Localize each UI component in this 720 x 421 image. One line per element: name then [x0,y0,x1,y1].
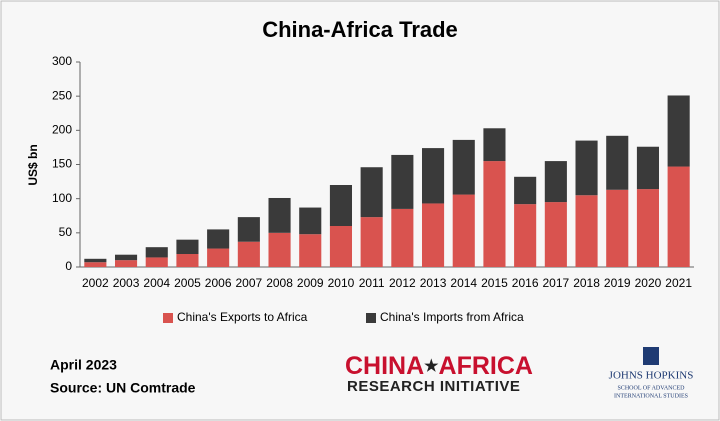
bar-segment [299,207,322,235]
x-tick-label: 2018 [573,276,600,290]
bar-segment [391,208,414,267]
footer-date: April 2023 [50,357,117,373]
x-tick-label: 2006 [205,276,232,290]
bar-segment [299,234,322,267]
logo-sub: RESEARCH INITIATIVE [347,378,520,395]
jh-title: JOHNS HOPKINS [609,370,694,382]
jh-sub: INTERNATIONAL STUDIES [614,393,688,399]
x-tick-label: 2009 [297,276,324,290]
bar-segment [360,167,383,218]
bar-segment [145,247,168,258]
x-tick-label: 2013 [420,276,447,290]
bar-segment [421,203,445,267]
y-tick-label: 0 [65,259,72,273]
legend-label: China's Exports to Africa [177,310,308,324]
bar-segment [114,254,138,261]
bar-segment [575,195,598,267]
bar-segment [237,241,260,267]
x-tick-label: 2016 [512,276,539,290]
bar-segment [329,185,353,226]
legend-label: China's Imports from Africa [380,310,524,324]
bar-segment [452,194,475,267]
chart-title: China-Africa Trade [262,17,458,42]
x-tick-label: 2008 [266,276,293,290]
bar-segment [667,95,690,167]
bar-segment [176,254,199,267]
bar-segment [667,166,690,267]
logo-star: ★ [424,358,439,375]
bar-segment [268,232,291,267]
x-tick-label: 2015 [481,276,508,290]
x-tick-label: 2002 [82,276,109,290]
x-tick-label: 2007 [235,276,262,290]
y-tick-label: 250 [52,88,72,102]
logo-text: CHINA [345,352,424,380]
bar-segment [483,161,506,267]
x-tick-label: 2003 [113,276,140,290]
bar-segment [483,128,506,162]
bar-segment [544,161,567,203]
legend-swatch [366,313,376,323]
y-tick-label: 50 [59,225,73,239]
bar-segment [391,154,414,209]
x-tick-label: 2004 [143,276,170,290]
bar-segment [176,239,199,255]
bar-segment [421,148,445,204]
legend-swatch [163,313,173,323]
bar-segment [207,248,230,267]
bar-segment [514,204,537,267]
bar-segment [114,260,138,267]
bar-segment [207,229,230,249]
bar-segment [84,262,107,267]
bar-segment [84,258,107,263]
logo: CHINA★AFRICA [345,352,533,380]
jh-shield [643,347,659,365]
y-tick-label: 100 [52,191,72,205]
bar-segment [636,189,660,267]
x-tick-label: 2019 [604,276,631,290]
y-axis-label: US$ bn [26,144,40,185]
x-tick-label: 2011 [359,276,385,290]
bar-segment [360,217,383,267]
bar-segment [452,139,475,195]
bar-segment [544,202,567,267]
x-tick-label: 2017 [542,276,569,290]
y-tick-label: 300 [52,54,72,68]
x-tick-label: 2014 [450,276,477,290]
y-tick-label: 150 [52,157,72,171]
x-tick-label: 2005 [174,276,201,290]
bar-segment [268,197,291,233]
x-tick-label: 2020 [635,276,662,290]
bar-segment [606,135,629,190]
bar-segment [145,257,168,267]
x-tick-label: 2012 [389,276,416,290]
jh-sub: SCHOOL OF ADVANCED [617,385,685,391]
bar-segment [606,189,629,267]
bar-segment [575,140,598,196]
x-tick-label: 2021 [665,276,692,290]
x-tick-label: 2010 [328,276,355,290]
footer-source: Source: UN Comtrade [50,380,196,396]
bar-segment [237,217,260,242]
bar-segment [329,226,353,267]
logo-text: AFRICA [439,352,533,380]
bar-segment [514,176,537,205]
y-tick-label: 200 [52,123,72,137]
bar-segment [636,146,660,190]
